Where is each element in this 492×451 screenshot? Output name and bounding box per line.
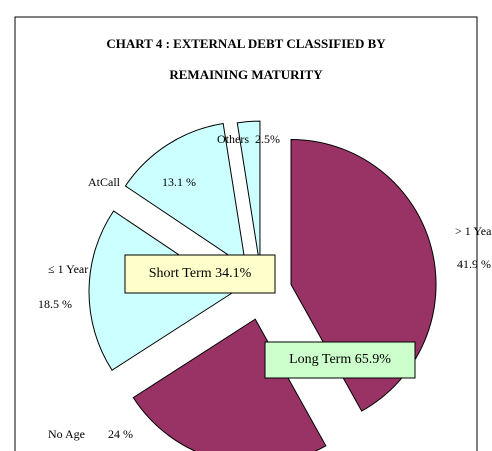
group-box	[124, 254, 276, 294]
slice-value-label: 24 %	[108, 427, 133, 441]
slice-label: ≤ 1 Year	[48, 262, 88, 276]
slice-label: No Age	[48, 427, 85, 441]
pie-slice	[236, 120, 261, 267]
group-label: Short Term 34.1%	[149, 266, 252, 281]
slice-value-label: 18.5 %	[38, 297, 72, 311]
chart-frame	[14, 16, 478, 451]
chart-title: CHART 4 : EXTERNAL DEBT CLASSIFIED BY	[106, 36, 386, 51]
group-box	[264, 341, 416, 379]
slice-label: Others	[217, 132, 249, 146]
pie-slice	[124, 122, 247, 268]
slice-label: AtCall	[88, 175, 121, 189]
chart-title: REMAINING MATURITY	[169, 67, 323, 82]
slice-value-label: 13.1 %	[162, 175, 196, 189]
slice-value-label: 41.9 %	[457, 257, 491, 271]
slice-value-label: 2.5%	[255, 132, 280, 146]
group-label: Long Term 65.9%	[289, 352, 391, 367]
slice-label: > 1 Year	[455, 224, 492, 238]
pie-slice	[132, 318, 327, 451]
